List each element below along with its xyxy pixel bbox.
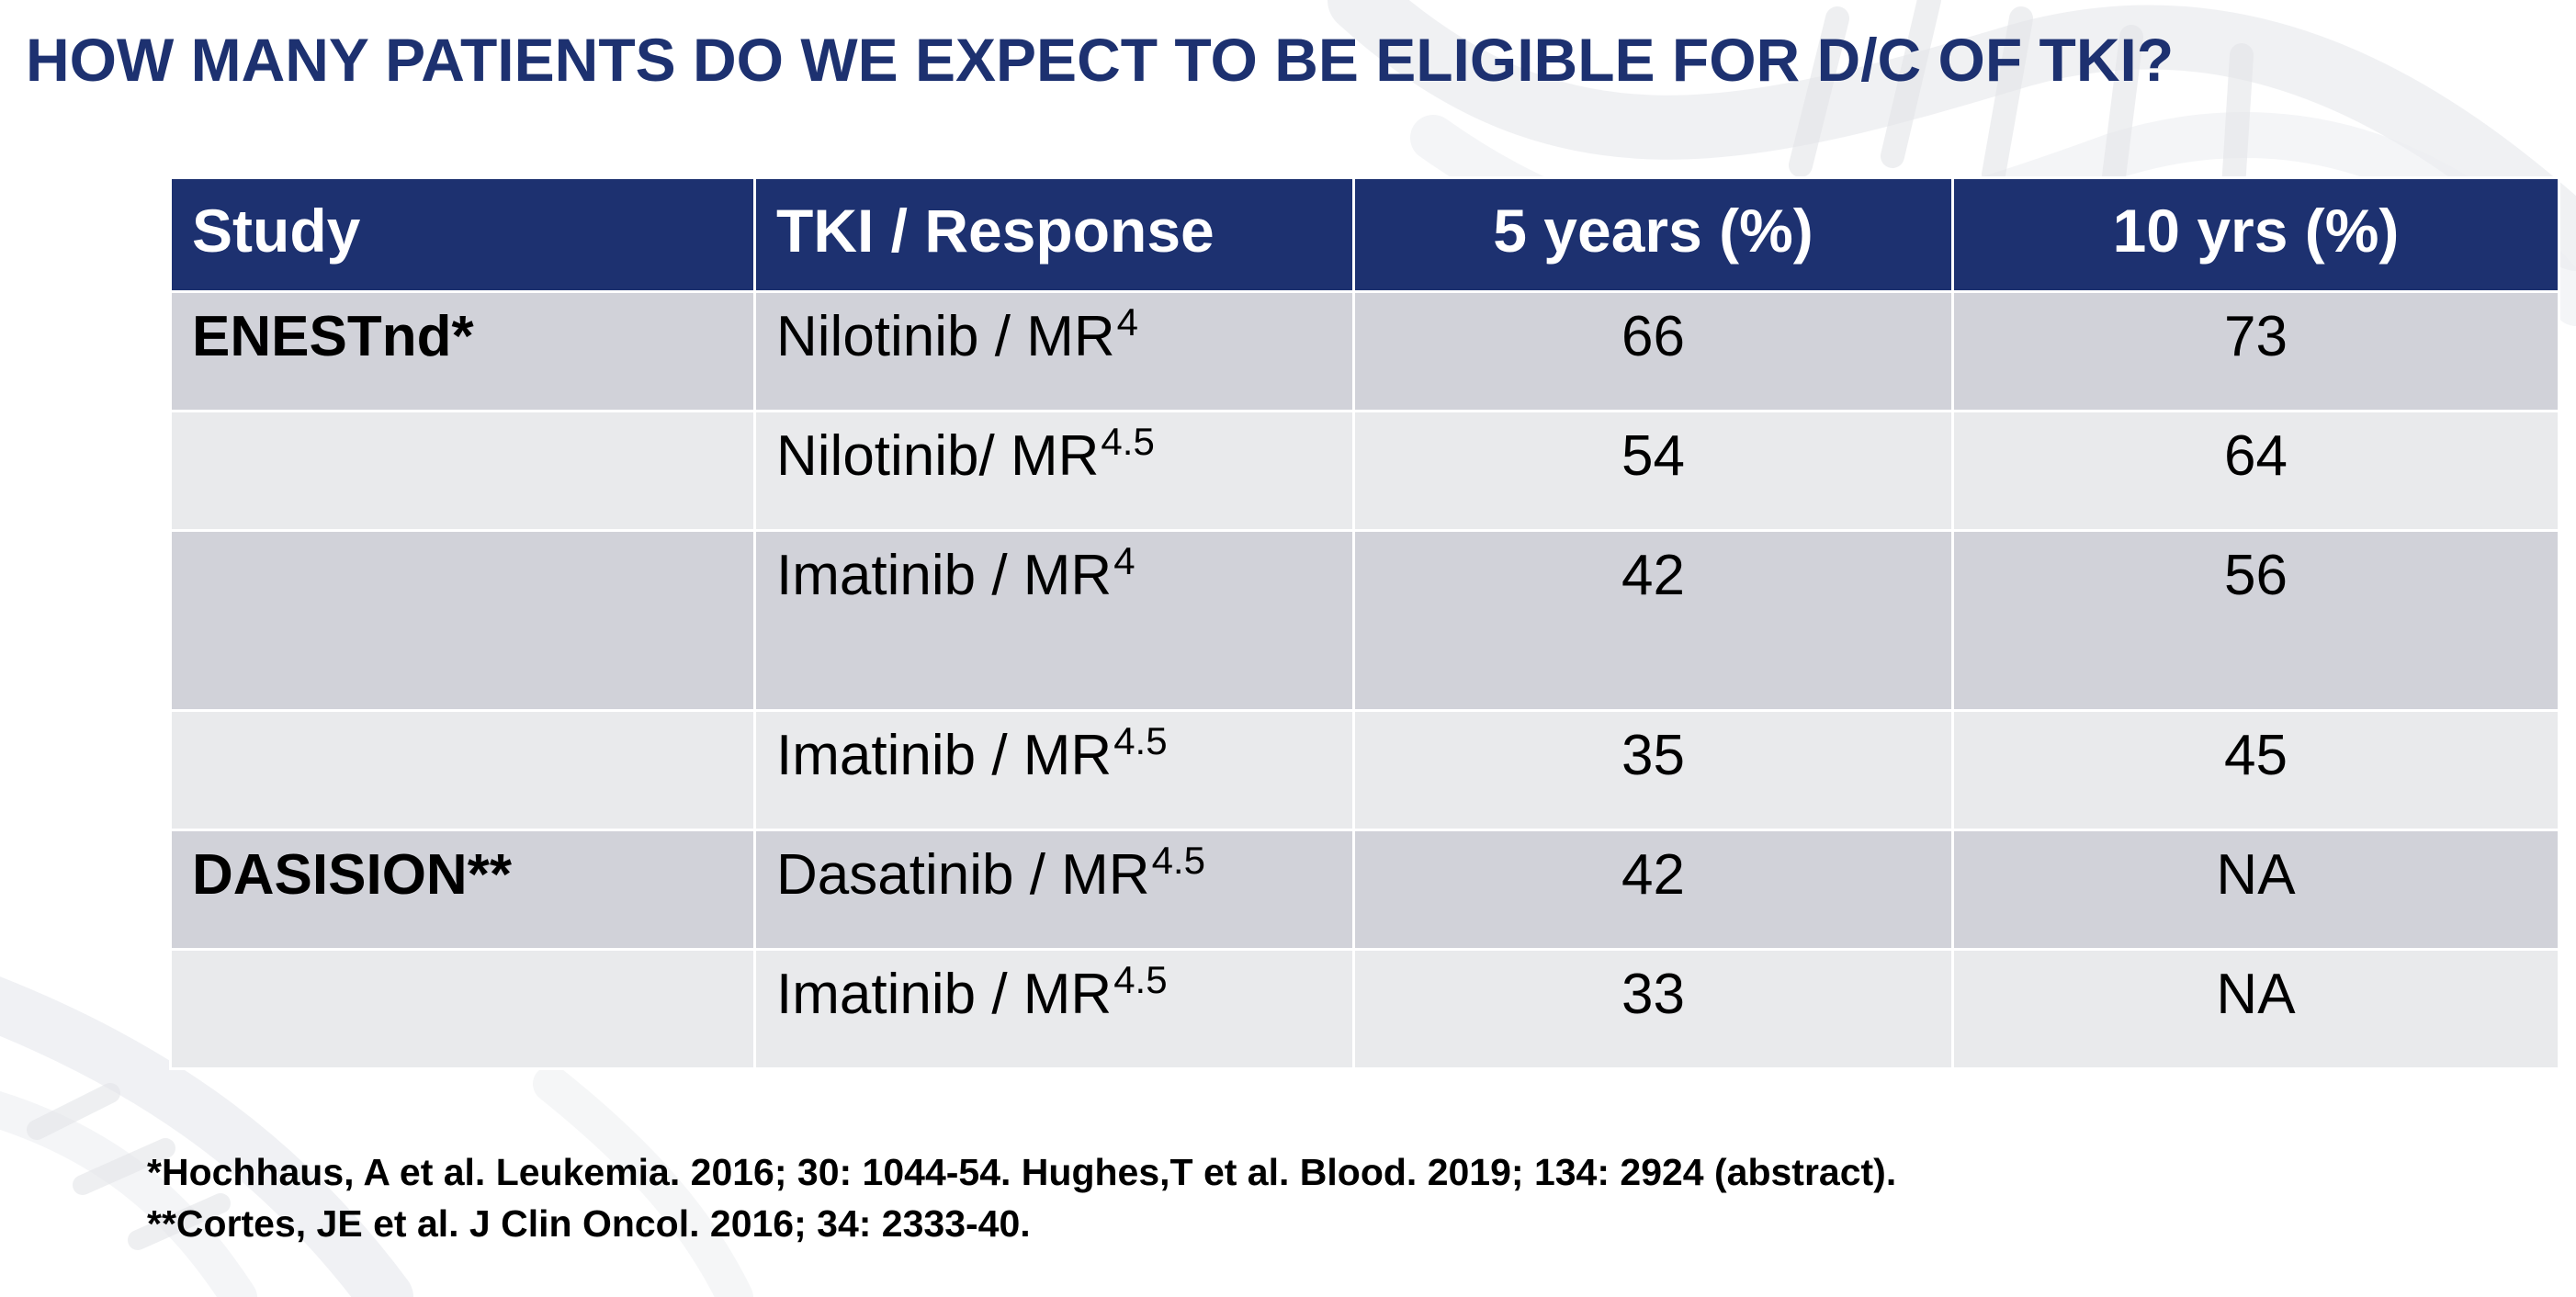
tki-response-text: Dasatinib / MR bbox=[776, 843, 1150, 907]
table-row: Imatinib / MR4.5 33 NA bbox=[169, 948, 2560, 1070]
five-year-cell: 35 bbox=[1352, 709, 1954, 831]
tki-response-text: Imatinib / MR bbox=[776, 724, 1113, 787]
table-row: Nilotinib/ MR4.5 54 64 bbox=[169, 410, 2560, 532]
five-year-cell: 42 bbox=[1352, 529, 1954, 712]
tki-response-cell: Nilotinib/ MR4.5 bbox=[753, 410, 1355, 532]
ten-year-cell: 56 bbox=[1951, 529, 2560, 712]
ten-year-cell: 45 bbox=[1951, 709, 2560, 831]
response-level-superscript: 4.5 bbox=[1113, 719, 1168, 762]
tki-response-cell: Nilotinib / MR4 bbox=[753, 290, 1355, 412]
footnote-dasision: **Cortes, JE et al. J Clin Oncol. 2016; … bbox=[147, 1202, 1031, 1245]
footnote-enestnd: *Hochhaus, A et al. Leukemia. 2016; 30: … bbox=[147, 1151, 1897, 1193]
ten-year-cell: 73 bbox=[1951, 290, 2560, 412]
references-footnotes: *Hochhaus, A et al. Leukemia. 2016; 30: … bbox=[147, 1146, 1896, 1249]
ten-year-cell: 64 bbox=[1951, 410, 2560, 532]
study-cell bbox=[169, 410, 756, 532]
table-header-row: Study TKI / Response 5 years (%) 10 yrs … bbox=[169, 176, 2560, 293]
tki-response-cell: Imatinib / MR4.5 bbox=[753, 948, 1355, 1070]
eligibility-table: Study TKI / Response 5 years (%) 10 yrs … bbox=[169, 176, 2560, 1070]
study-cell bbox=[169, 529, 756, 712]
ten-year-cell: NA bbox=[1951, 948, 2560, 1070]
tki-response-text: Imatinib / MR bbox=[776, 963, 1113, 1026]
five-year-cell: 33 bbox=[1352, 948, 1954, 1070]
five-year-cell: 42 bbox=[1352, 829, 1954, 951]
tki-response-text: Nilotinib/ MR bbox=[776, 424, 1100, 488]
response-level-superscript: 4.5 bbox=[1151, 839, 1205, 882]
table-row: ENESTnd* Nilotinib / MR4 66 73 bbox=[169, 290, 2560, 412]
five-year-cell: 54 bbox=[1352, 410, 1954, 532]
tki-response-text: Nilotinib / MR bbox=[776, 305, 1115, 368]
slide-title: HOW MANY PATIENTS DO WE EXPECT TO BE ELI… bbox=[26, 26, 2175, 94]
header-ten-years: 10 yrs (%) bbox=[1951, 176, 2560, 293]
study-cell bbox=[169, 948, 756, 1070]
table-row: DASISION** Dasatinib / MR4.5 42 NA bbox=[169, 829, 2560, 951]
study-cell: ENESTnd* bbox=[169, 290, 756, 412]
ten-year-cell: NA bbox=[1951, 829, 2560, 951]
five-year-cell: 66 bbox=[1352, 290, 1954, 412]
response-level-superscript: 4.5 bbox=[1101, 420, 1155, 463]
header-study: Study bbox=[169, 176, 756, 293]
tki-response-text: Imatinib / MR bbox=[776, 544, 1113, 607]
study-cell bbox=[169, 709, 756, 831]
tki-response-cell: Imatinib / MR4.5 bbox=[753, 709, 1355, 831]
tki-response-cell: Dasatinib / MR4.5 bbox=[753, 829, 1355, 951]
tki-response-cell: Imatinib / MR4 bbox=[753, 529, 1355, 712]
header-tki-response: TKI / Response bbox=[753, 176, 1355, 293]
table-row: Imatinib / MR4 42 56 bbox=[169, 529, 2560, 712]
table-row: Imatinib / MR4.5 35 45 bbox=[169, 709, 2560, 831]
response-level-superscript: 4 bbox=[1116, 300, 1138, 344]
header-five-years: 5 years (%) bbox=[1352, 176, 1954, 293]
study-cell: DASISION** bbox=[169, 829, 756, 951]
response-level-superscript: 4.5 bbox=[1113, 958, 1168, 1001]
response-level-superscript: 4 bbox=[1113, 539, 1135, 582]
